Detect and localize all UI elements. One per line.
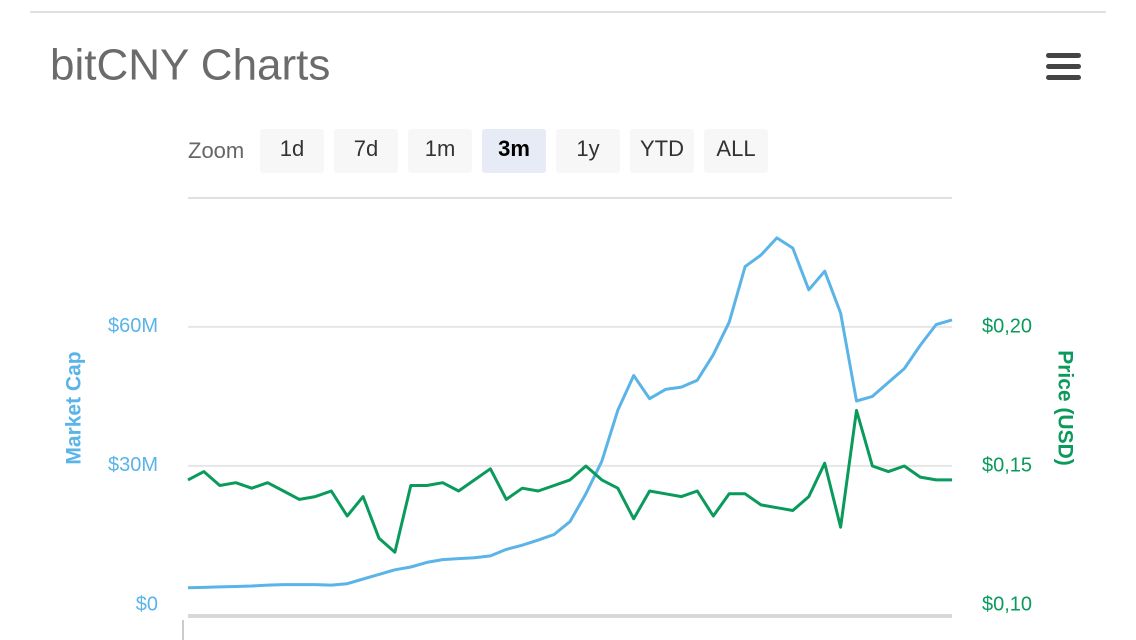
chart-title: bitCNY Charts bbox=[50, 41, 330, 90]
y2-tick-label: $0,15 bbox=[982, 454, 1032, 476]
zoom-button-bg bbox=[556, 129, 620, 173]
zoom-buttons: 1d 7d 1m 3m 1y YTD ALL bbox=[260, 129, 768, 173]
plot: $0 $30M $60M $0,10 $0,15 $0,20 Market Cap Price… bbox=[63, 236, 1076, 615]
zoom-button-label: 7d bbox=[354, 136, 378, 161]
zoom-button[interactable]: 1m bbox=[408, 129, 472, 173]
zoom-button-bg bbox=[704, 129, 768, 173]
series-line bbox=[187, 236, 953, 590]
y-axis-title: Market Cap bbox=[63, 351, 86, 464]
zoom-button-label: 1m bbox=[425, 136, 456, 161]
menu-bar bbox=[1046, 75, 1081, 80]
zoom-button[interactable]: 3m bbox=[482, 129, 546, 173]
menu-button[interactable] bbox=[1046, 53, 1081, 80]
menu-bar bbox=[1046, 53, 1081, 58]
zoom-button-label: YTD bbox=[640, 136, 684, 161]
y2-tick-label: $0,10 bbox=[982, 593, 1032, 615]
zoom-button-bg bbox=[482, 129, 546, 173]
zoom-button[interactable]: ALL bbox=[704, 129, 768, 173]
zoom-button-bg bbox=[260, 129, 324, 173]
y-tick-label: $0 bbox=[136, 593, 158, 615]
zoom-button-bg bbox=[630, 129, 694, 173]
y-tick-label: $30M bbox=[108, 454, 158, 476]
zoom-button-label: 3m bbox=[498, 136, 530, 161]
zoom-button[interactable]: 7d bbox=[334, 129, 398, 173]
zoom-button-bg bbox=[408, 129, 472, 173]
y2-tick-label: $0,20 bbox=[982, 315, 1032, 337]
zoom-button-bg bbox=[334, 129, 398, 173]
series-line bbox=[187, 408, 952, 554]
zoom-label: Zoom bbox=[188, 138, 244, 163]
zoom-button-label: 1d bbox=[280, 136, 304, 161]
zoom-button[interactable]: 1y bbox=[556, 129, 620, 173]
zoom-button[interactable]: YTD bbox=[630, 129, 694, 173]
zoom-button-label: ALL bbox=[716, 136, 755, 161]
y-tick-label: $60M bbox=[108, 315, 158, 337]
zoom-button-label: 1y bbox=[576, 136, 599, 161]
menu-bar bbox=[1046, 64, 1081, 69]
y2-axis-title: Price (USD) bbox=[1053, 350, 1076, 466]
zoom-button[interactable]: 1d bbox=[260, 129, 324, 173]
